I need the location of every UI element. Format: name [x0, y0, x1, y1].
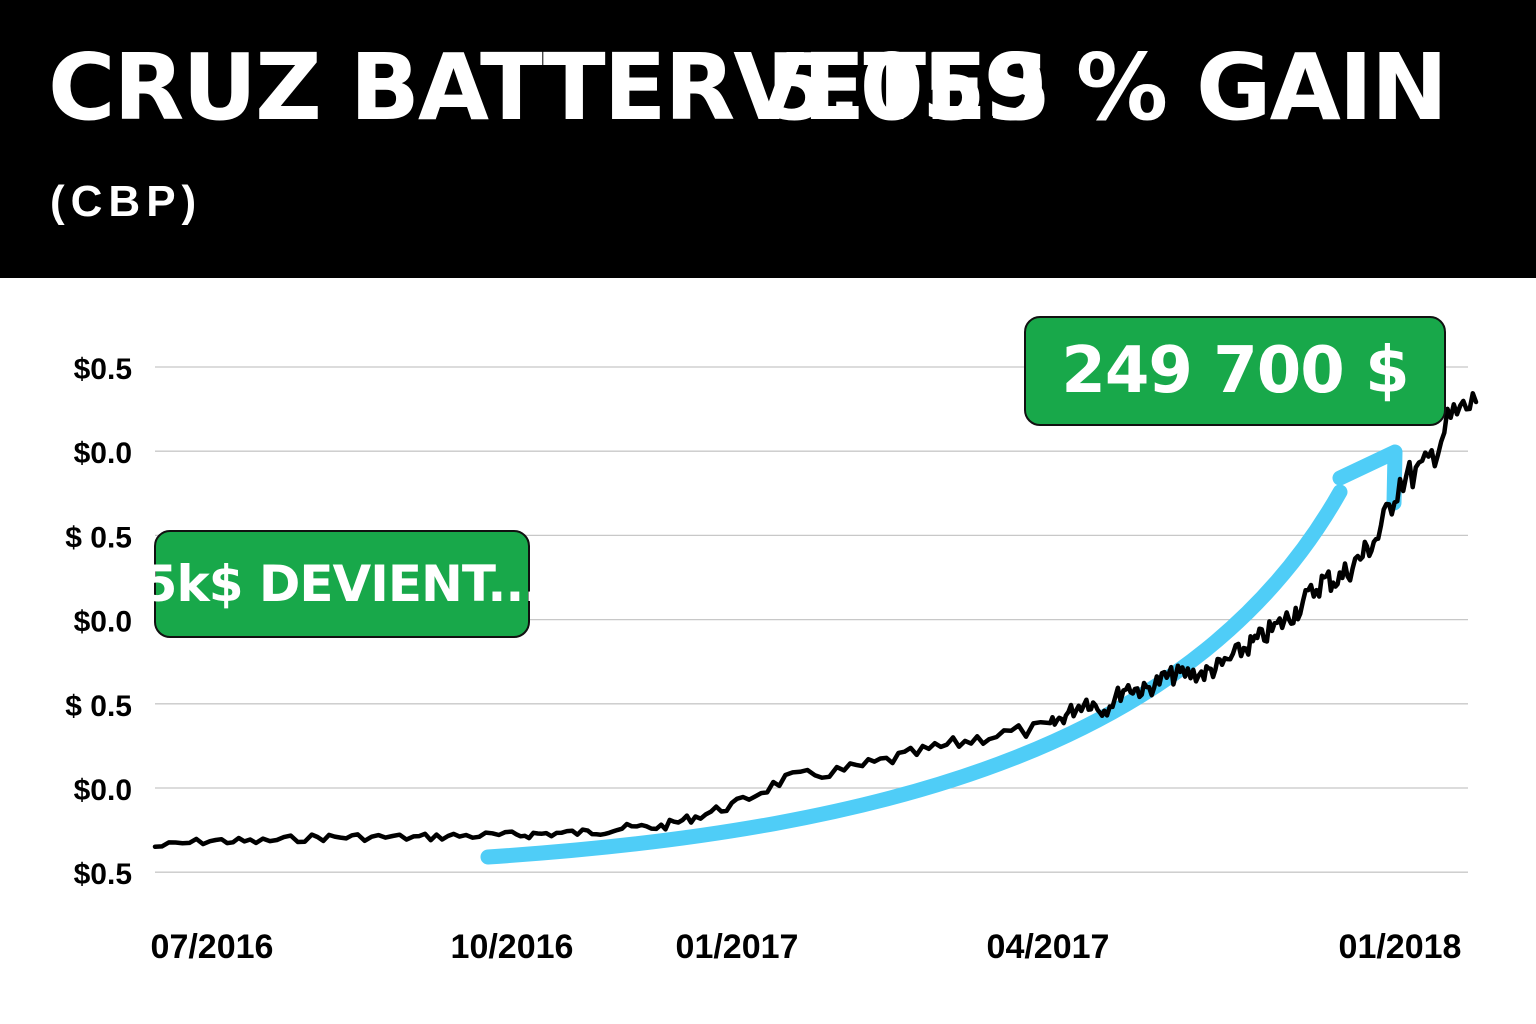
price-series: [152, 391, 1479, 849]
gain-headline: 5.059 % GAIN: [764, 34, 1448, 141]
ticker-symbol: (CBP): [50, 177, 203, 226]
growth-arrow-icon: [480, 444, 1403, 865]
y-tick-label: $0.0: [74, 437, 132, 470]
growth-arrow-head: [1332, 444, 1403, 511]
y-tick-label: $0.0: [74, 606, 132, 639]
x-tick-label: 04/2017: [987, 928, 1110, 966]
x-tick-label: 01/2018: [1339, 928, 1462, 966]
y-axis-labels: $0.5 $0.0 $ 0.5 $0.0 $ 0.5 $0.0 $0.5: [65, 353, 132, 891]
price-line: [152, 391, 1479, 849]
y-tick-label: $0.5: [74, 353, 132, 386]
growth-arrow-shaft: [480, 484, 1348, 865]
y-tick-label: $ 0.5: [65, 690, 132, 723]
x-tick-label: 07/2016: [151, 928, 274, 966]
y-tick-label: $0.0: [74, 774, 132, 807]
y-tick-label: $ 0.5: [65, 521, 132, 554]
y-tick-label: $0.5: [74, 858, 132, 891]
stock-title: CRUZ BATTERVETES: [48, 34, 1051, 141]
end-value-callout: 249 700 $: [1024, 316, 1446, 426]
x-tick-label: 01/2017: [676, 928, 799, 966]
x-axis-labels: 07/2016 10/2016 01/2017 04/2017 01/2018: [151, 928, 1462, 966]
header-banner: CRUZ BATTERVETES 5.059 % GAIN (CBP): [0, 0, 1536, 278]
x-tick-label: 10/2016: [451, 928, 574, 966]
start-value-callout: 5k$ DEVIENT...: [143, 530, 542, 638]
